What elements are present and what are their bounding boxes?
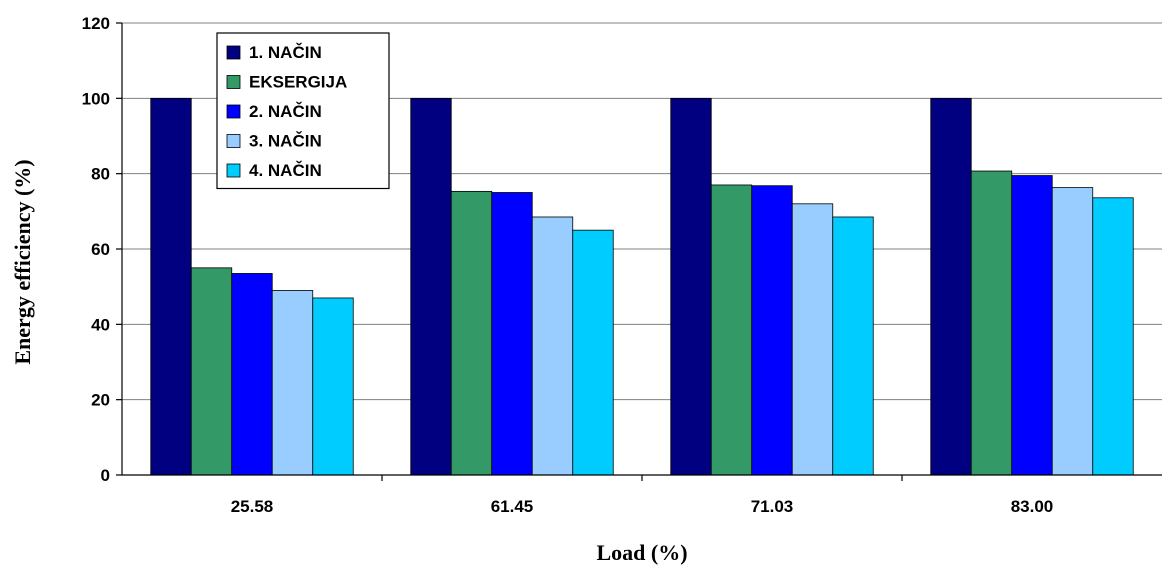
- legend-label: 3. NAČIN: [249, 132, 322, 151]
- y-tick-label: 100: [82, 89, 110, 108]
- bar: [791, 203, 834, 476]
- axes: [116, 22, 1162, 481]
- bars: [150, 97, 1134, 476]
- bar: [271, 290, 314, 476]
- legend-swatch: [226, 134, 241, 148]
- legend-box: [216, 32, 390, 190]
- x-axis-title: Load (%): [596, 540, 687, 565]
- bar: [710, 184, 753, 476]
- bar: [930, 97, 972, 476]
- bar: [1011, 175, 1053, 476]
- x-tick-labels: 25.58 61.45 71.03 83.00: [231, 497, 1054, 516]
- bar: [1051, 187, 1094, 476]
- legend: 1. NAČIN EKSERGIJA 2. NAČIN 3. NAČIN 4. NAČI…: [216, 32, 390, 190]
- bar: [450, 190, 493, 476]
- bar: [670, 97, 712, 476]
- y-tick-label: 20: [91, 391, 110, 410]
- bar: [832, 216, 874, 476]
- y-tick-label: 60: [91, 240, 110, 259]
- y-tick-label: 40: [91, 315, 110, 334]
- x-tick-label: 83.00: [1011, 497, 1054, 516]
- legend-swatch: [226, 75, 241, 89]
- bar: [531, 216, 574, 476]
- bar: [751, 185, 793, 476]
- x-tick-label: 25.58: [231, 497, 274, 516]
- x-tick-label: 71.03: [751, 497, 794, 516]
- y-tick-label: 80: [91, 165, 110, 184]
- legend-label: EKSERGIJA: [249, 73, 347, 92]
- legend-label: 2. NAČIN: [249, 102, 322, 121]
- bar: [1092, 197, 1134, 476]
- bar: [190, 267, 233, 476]
- legend-label: 4. NAČIN: [249, 161, 322, 180]
- y-tick-labels: 0 20 40 60 80 100 120: [82, 14, 110, 485]
- legend-swatch: [226, 104, 241, 119]
- bar: [970, 170, 1013, 476]
- bar: [410, 97, 452, 476]
- legend-swatch: [226, 45, 241, 60]
- bar: [491, 192, 533, 476]
- legend-swatch: [226, 163, 241, 178]
- y-tick-label: 120: [82, 14, 110, 33]
- bar: [312, 297, 354, 476]
- bar: [150, 97, 192, 476]
- x-tick-label: 61.45: [491, 497, 534, 516]
- y-tick-label: 0: [101, 466, 110, 485]
- legend-label: 1. NAČIN: [249, 43, 322, 62]
- y-axis-title: Energy efficiency (%): [10, 159, 35, 364]
- bar: [572, 229, 614, 476]
- bar: [231, 273, 273, 476]
